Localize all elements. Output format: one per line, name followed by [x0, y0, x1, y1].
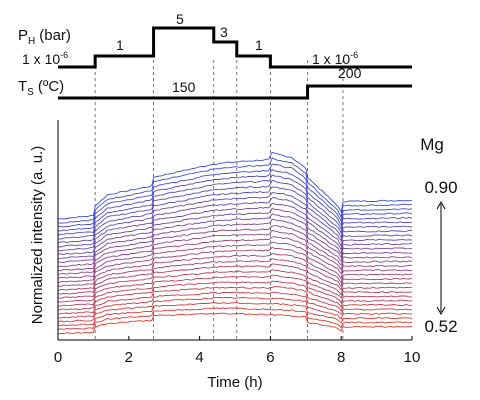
pressure-step-5-label: 5 [176, 11, 184, 27]
series-line-0 [57, 151, 413, 220]
series-line-8 [57, 197, 413, 252]
series-line-13 [57, 225, 413, 271]
pressure-step-line [58, 26, 412, 69]
series-line-4 [57, 174, 413, 236]
series-line-3 [58, 168, 413, 232]
temperature-low-label: 150 [172, 79, 196, 95]
series-line-18 [57, 253, 413, 291]
series-line-5 [57, 179, 413, 240]
series-line-12 [57, 218, 412, 268]
series-line-28 [57, 307, 413, 330]
x-tick-label-3: 6 [266, 349, 274, 366]
series-group [57, 151, 413, 335]
series-line-7 [57, 192, 413, 248]
pressure-step-1b-label: 1 [255, 37, 263, 53]
series-line-20 [57, 263, 413, 299]
series-line-21 [57, 269, 413, 303]
series-line-16 [57, 241, 413, 284]
x-tick-label-2: 4 [195, 349, 203, 366]
temperature-step-line [58, 84, 412, 100]
series-line-22 [57, 274, 412, 307]
series-line-25 [57, 291, 413, 319]
series-line-26 [57, 296, 412, 323]
x-tick-label-5: 10 [404, 349, 421, 366]
series-line-1 [57, 157, 413, 224]
pressure-base-left-label: 1 x 10-6 [22, 50, 68, 67]
series-line-2 [57, 163, 413, 228]
series-line-6 [57, 186, 413, 244]
mg-arrow-up-head [436, 200, 446, 210]
mg-bottom-label: 0.52 [424, 317, 457, 336]
series-line-9 [57, 202, 413, 256]
series-line-19 [57, 258, 412, 295]
mg-top-label: 0.90 [424, 178, 457, 197]
x-tick-label-4: 8 [337, 349, 345, 366]
x-tick-label-1: 2 [125, 349, 133, 366]
pressure-base-right-label: 1 x 10-6 [312, 50, 358, 67]
pressure-step-1-label: 1 [116, 37, 124, 53]
temperature-axis-label: TS (ºC) [18, 78, 64, 98]
series-line-10 [57, 207, 413, 260]
temperature-high-label: 200 [338, 65, 362, 81]
series-line-24 [57, 286, 413, 315]
pressure-step-3-label: 3 [220, 24, 228, 40]
mg-arrow-down-head [436, 306, 446, 316]
series-line-29 [57, 312, 413, 335]
x-ticks: 0 2 4 6 8 10 [54, 336, 421, 366]
x-axis-label: Time (h) [207, 374, 262, 391]
series-line-17 [57, 246, 413, 287]
series-line-27 [57, 302, 413, 327]
mg-axis-title: Mg [420, 135, 444, 154]
y-axis-label: Normalized intensity (a. u.) [29, 146, 46, 324]
x-tick-label-0: 0 [54, 349, 62, 366]
series-line-14 [57, 229, 413, 275]
pressure-axis-label: PH (bar) [18, 27, 71, 47]
series-line-11 [57, 213, 413, 263]
series-line-15 [57, 236, 413, 279]
series-line-23 [57, 280, 413, 311]
